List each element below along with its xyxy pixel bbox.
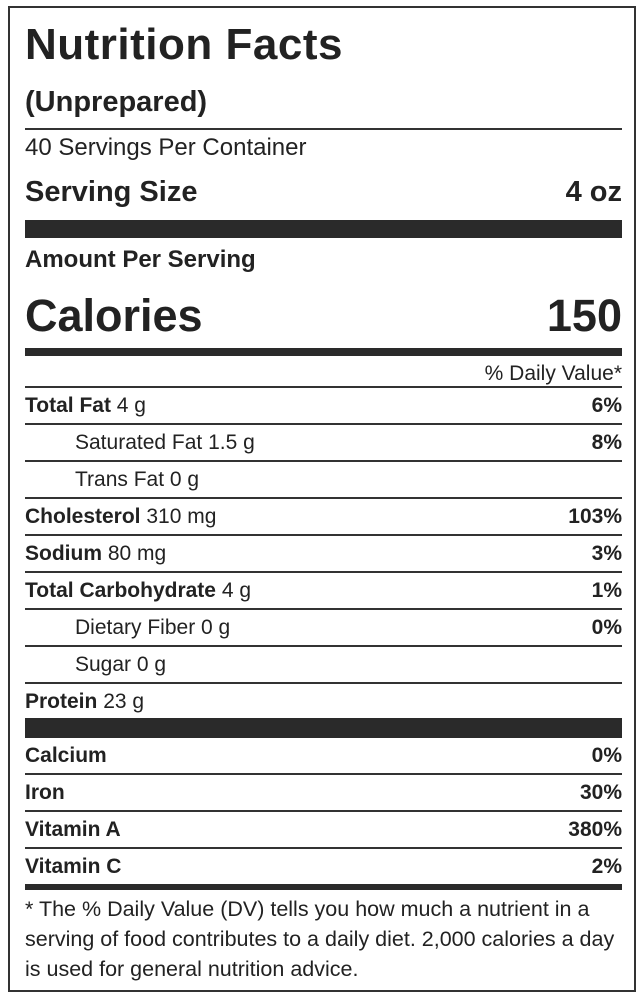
divider: [25, 386, 622, 388]
nutrient-amount: 0 g: [169, 467, 200, 491]
nutrient-name: Saturated Fat: [75, 430, 203, 454]
daily-value: 8%: [591, 430, 622, 454]
nutrient-amount: 1.5 g: [208, 430, 255, 454]
nutrient: Dietary Fiber 0 g: [75, 616, 230, 640]
nutrient-row: Dietary Fiber 0 g 0%: [25, 610, 622, 647]
nutrient-name: Total Carbohydrate: [25, 578, 216, 602]
nutrient: Saturated Fat 1.5 g: [75, 431, 255, 455]
serving-size-label: Serving Size: [25, 176, 198, 208]
daily-value: 0%: [591, 743, 622, 767]
nutrient: Trans Fat 0 g: [75, 468, 199, 492]
daily-value: 2%: [591, 854, 622, 878]
vitamin-row: Vitamin C 2%: [25, 849, 622, 884]
nutrition-label: Nutrition Facts (Unprepared) 40 Servings…: [8, 6, 636, 992]
nutrient-row: Trans Fat 0 g: [25, 462, 622, 499]
nutrient-name: Sugar: [75, 652, 132, 676]
vitamin-name: Calcium: [25, 743, 107, 767]
vitamin-row: Vitamin A 380%: [25, 812, 622, 849]
nutrient-row: Saturated Fat 1.5 g 8%: [25, 425, 622, 462]
thick-bar: [25, 220, 622, 238]
nutrient-name: Protein: [25, 689, 98, 713]
daily-value: 0%: [591, 615, 622, 639]
nutrient-name: Dietary Fiber: [75, 615, 196, 639]
nutrient-row: Total Carbohydrate 4 g 1%: [25, 573, 622, 610]
nutrient-row: Cholesterol 310 mg 103%: [25, 499, 622, 536]
nutrient-amount: 0 g: [201, 615, 231, 639]
nutrient: Sodium 80 mg: [25, 542, 166, 566]
nutrient-list: Total Fat 4 g 6% Saturated Fat 1.5 g 8% Tran…: [25, 388, 622, 719]
vitamin-name: Vitamin A: [25, 817, 121, 841]
nutrient-name: Cholesterol: [25, 504, 141, 528]
nutrient: Total Carbohydrate 4 g: [25, 579, 251, 603]
daily-value: 1%: [591, 578, 622, 602]
daily-value: 3%: [591, 541, 622, 565]
vitamin-row: Calcium 0%: [25, 738, 622, 775]
serving-size-row: Serving Size 4 oz: [25, 176, 622, 209]
nutrient-row: Sugar 0 g: [25, 647, 622, 684]
nutrient-row: Sodium 80 mg 3%: [25, 536, 622, 573]
vitamin-name: Vitamin C: [25, 854, 122, 878]
nutrient-amount: 80 mg: [107, 541, 167, 565]
nutrient-amount: 23 g: [103, 689, 145, 713]
nutrient-name: Total Fat: [25, 393, 111, 417]
footnote: * The % Daily Value (DV) tells you how m…: [25, 897, 615, 981]
nutrient-amount: 310 mg: [146, 504, 217, 528]
nutrient-name: Trans Fat: [75, 467, 165, 491]
medium-bar: [25, 348, 622, 356]
daily-value: 6%: [591, 393, 622, 417]
vitamin-name: Iron: [25, 780, 65, 804]
nutrient: Protein 23 g: [25, 690, 144, 714]
nutrient-amount: 4 g: [116, 393, 146, 417]
daily-value: 30%: [579, 780, 622, 804]
nutrient: Sugar 0 g: [75, 653, 166, 677]
serving-size: 4 oz: [565, 176, 622, 208]
medium-bar: [25, 884, 622, 890]
title: Nutrition Facts: [25, 20, 343, 69]
vitamin-list: Calcium 0% Iron 30% Vitamin A 380% Vitamin C 2%: [25, 738, 622, 884]
daily-value: 380%: [568, 817, 622, 841]
dv-header: % Daily Value*: [484, 362, 622, 385]
vitamin-row: Iron 30%: [25, 775, 622, 812]
calories-row: Calories 150: [25, 290, 622, 342]
calories: 150: [546, 290, 622, 341]
nutrient-row: Total Fat 4 g 6%: [25, 388, 622, 425]
amount-label: Amount Per Serving: [25, 246, 256, 273]
thick-bar: [25, 718, 622, 738]
nutrient-amount: 4 g: [221, 578, 252, 602]
nutrient-name: Sodium: [25, 541, 102, 565]
nutrient-amount: 0 g: [136, 652, 167, 676]
daily-value: 103%: [568, 504, 622, 528]
servings: 40 Servings Per Container: [25, 134, 307, 161]
divider: [25, 128, 622, 130]
subtitle: (Unprepared): [25, 86, 208, 118]
calories-label: Calories: [25, 290, 203, 341]
nutrient: Cholesterol 310 mg: [25, 505, 216, 529]
nutrient: Total Fat 4 g: [25, 394, 146, 418]
nutrient-row: Protein 23 g: [25, 684, 622, 719]
